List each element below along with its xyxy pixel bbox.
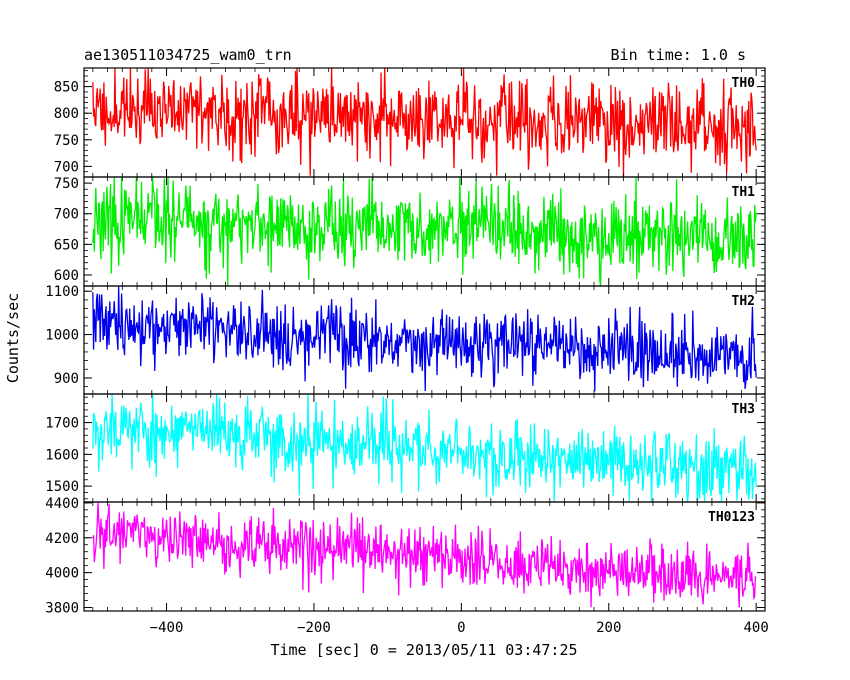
series-th1: [92, 176, 757, 287]
panel-label-th0: TH0: [732, 76, 756, 91]
panel-th0123: 3800 4000 4200 4400 TH0123: [45, 496, 766, 617]
series-th2: [92, 285, 757, 392]
y-tick-label: 750: [54, 176, 79, 192]
panel-th3: 1500 1600 1700 TH3: [45, 393, 766, 503]
x-axis: −400 −200 0 200 400: [150, 620, 769, 636]
x-tick-label: 0: [457, 620, 465, 636]
panel-th0: 700 750 800 850 TH0: [54, 67, 766, 178]
y-tick-label: 3800: [45, 601, 79, 617]
panel-label-th3: TH3: [732, 402, 755, 417]
y-tick-label: 850: [54, 80, 79, 96]
y-tick-label: 1000: [45, 328, 79, 344]
y-tick-label: 750: [54, 133, 79, 149]
series-th0: [92, 67, 757, 178]
y-tick-label: 600: [54, 268, 79, 284]
bin-time-label: Bin time: 1.0 s: [611, 46, 746, 64]
x-tick-label: 400: [744, 620, 769, 636]
y-tick-label: 1700: [45, 416, 79, 432]
y-tick-label: 700: [54, 207, 79, 223]
y-tick-label: 800: [54, 106, 79, 122]
x-tick-label: 200: [596, 620, 621, 636]
x-tick-label: −200: [297, 620, 331, 636]
y-tick-label: 4400: [45, 496, 79, 512]
chart-title: ae130511034725_wam0_trn: [84, 46, 292, 64]
y-tick-label: 1100: [45, 284, 79, 300]
panel-th1: 600 650 700 750 TH1: [54, 176, 766, 287]
y-tick-label: 1500: [45, 479, 79, 495]
series-th3: [92, 393, 757, 503]
y-tick-label: 650: [54, 237, 79, 253]
y-tick-label: 900: [54, 371, 79, 387]
y-tick-label: 4000: [45, 566, 79, 582]
y-tick-label: 1600: [45, 447, 79, 463]
x-axis-label: Time [sec] 0 = 2013/05/11 03:47:25: [270, 641, 577, 659]
x-tick-label: −400: [150, 620, 184, 636]
y-tick-label: 4200: [45, 531, 79, 547]
panel-th2: 900 1000 1100 TH2: [45, 284, 766, 395]
series-th0123: [92, 502, 757, 608]
y-axis-label: Counts/sec: [4, 293, 22, 383]
panel-label-th0123: TH0123: [708, 510, 755, 525]
panel-label-th2: TH2: [732, 294, 755, 309]
panel-frame: [83, 501, 766, 612]
panel-label-th1: TH1: [732, 185, 756, 200]
y-tick-label: 700: [54, 159, 79, 175]
